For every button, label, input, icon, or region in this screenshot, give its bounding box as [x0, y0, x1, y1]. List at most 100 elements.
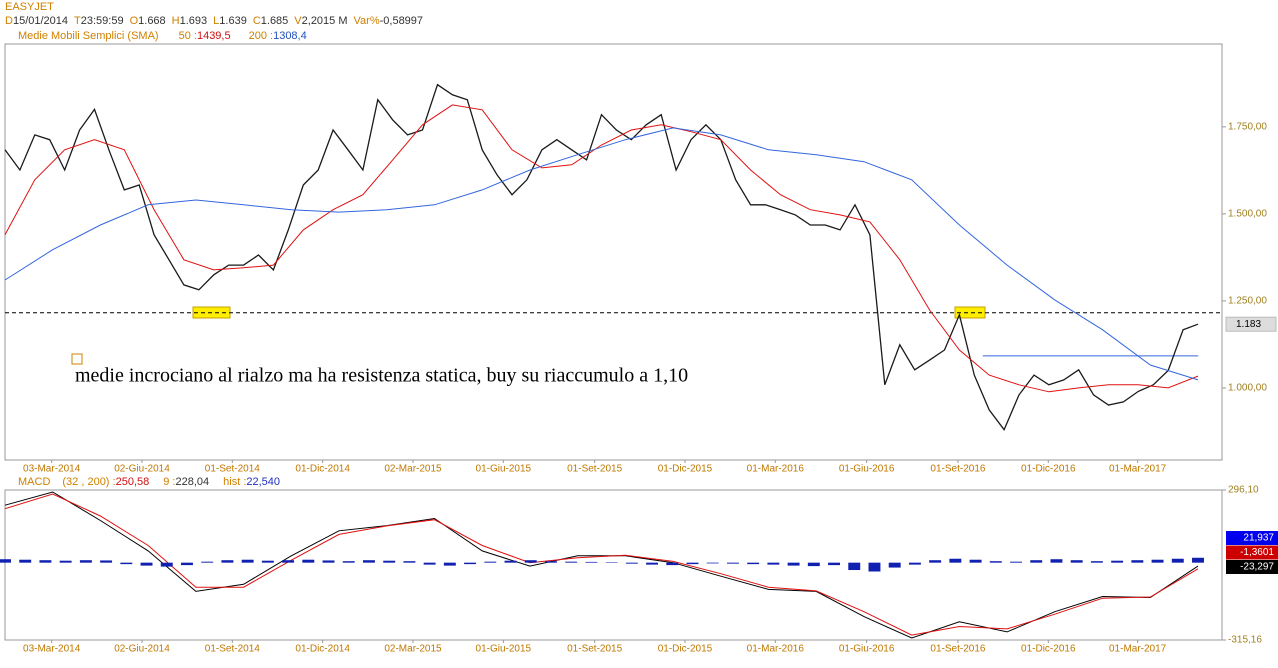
plot-frame	[4, 489, 1223, 641]
series-line	[4, 104, 1199, 393]
quote-value: 1.685	[260, 15, 289, 27]
hist-bar	[726, 562, 739, 564]
hist-bar	[585, 561, 598, 563]
x-tick-label: 03-Mar-2014	[23, 644, 81, 655]
hist-bar	[1050, 559, 1063, 563]
hist-bar	[888, 562, 901, 568]
last-price-box	[1225, 316, 1277, 332]
sma-line: Medie Mobili Semplici (SMA) 50 :1439,5 200…	[18, 30, 325, 42]
hist-bar	[929, 560, 942, 563]
hist-bar	[484, 561, 497, 563]
hist-bar	[747, 562, 760, 565]
macd-value: 250,58	[115, 476, 150, 488]
hist-bar	[160, 562, 173, 567]
hist-bar	[848, 562, 861, 571]
series-line	[4, 83, 1199, 431]
hist-bar	[908, 562, 921, 565]
x-tick-label: 01-Dic-2014	[295, 464, 350, 475]
quote-value: -0,58997	[379, 15, 424, 27]
hist-bar	[282, 560, 295, 563]
hist-bar	[100, 560, 113, 563]
hist-bar	[443, 562, 456, 566]
hist-bar	[140, 562, 153, 566]
quote-key: Var%	[353, 15, 380, 27]
hist-bar	[120, 562, 133, 565]
series-line	[4, 127, 1199, 381]
hist-bar	[322, 560, 335, 563]
hist-bar	[666, 562, 679, 566]
macd-value: 22,540	[246, 476, 281, 488]
quote-key: T	[74, 15, 81, 27]
quote-key: V	[294, 15, 302, 27]
value-box	[1226, 560, 1278, 574]
hist-bar	[464, 562, 477, 565]
hist-bar	[686, 562, 699, 565]
hist-bar	[969, 559, 982, 563]
hist-bar	[403, 561, 416, 563]
hist-bar	[1090, 561, 1103, 563]
hist-bar	[363, 560, 375, 563]
x-tick-label: 01-Dic-2015	[658, 464, 713, 475]
x-tick-label: 01-Set-2014	[205, 644, 260, 655]
sma-key: 200 :	[248, 30, 274, 42]
sma-value: 1439,5	[196, 30, 231, 42]
quote-value: 1.639	[219, 15, 247, 27]
hist-bar	[565, 561, 578, 563]
hist-bar	[261, 560, 274, 563]
hist-bar	[39, 560, 52, 563]
quote-key: H	[171, 15, 180, 27]
x-tick-label: 01-Mar-2016	[747, 644, 805, 655]
quote-line: D15/01/2014 T23:59:59 O1.668 H1.693 L1.639 C1…	[5, 15, 429, 27]
y-tick-label: 1.500,00	[1228, 209, 1267, 220]
y-tick-label: 1.750,00	[1228, 121, 1267, 132]
hist-bar	[0, 559, 11, 563]
x-tick-label: 01-Dic-2016	[1021, 644, 1076, 655]
x-tick-label: 01-Giu-2015	[476, 464, 532, 475]
x-tick-label: 01-Set-2014	[205, 464, 260, 475]
series-line	[4, 493, 1199, 636]
x-tick-label: 01-Giu-2015	[476, 644, 532, 655]
hist-bar	[1010, 561, 1022, 563]
hist-bar	[79, 560, 92, 563]
sma-value: 1308,4	[273, 30, 307, 42]
annotation: medie incrociano al rialzo ma ha resiste…	[75, 365, 688, 387]
x-tick-label: 01-Set-2016	[930, 464, 985, 475]
y-tick-label: 1.250,00	[1228, 296, 1267, 307]
macd-title: MACD	[18, 476, 51, 488]
y-tick-label: 296,10	[1228, 485, 1259, 496]
macd-key: 9 :	[163, 476, 176, 488]
hist-bar	[1030, 560, 1043, 563]
hist-bar	[302, 559, 315, 563]
x-tick-label: 02-Giu-2014	[114, 644, 170, 655]
hist-bar	[524, 560, 537, 563]
hist-bar	[807, 562, 820, 567]
hist-bar	[706, 562, 719, 564]
hist-bar	[221, 560, 234, 563]
hist-bar	[241, 559, 254, 563]
hist-bar	[383, 560, 396, 563]
value-box	[1226, 545, 1278, 560]
x-tick-label: 01-Mar-2017	[1109, 464, 1167, 475]
x-tick-label: 01-Set-2015	[567, 644, 622, 655]
hist-bar	[342, 561, 355, 563]
series-line	[4, 491, 1199, 639]
hist-bar	[767, 562, 780, 565]
symbol: EASYJET	[5, 1, 54, 13]
quote-key: C	[252, 15, 261, 27]
x-tick-label: 02-Giu-2014	[114, 464, 170, 475]
hist-bar	[544, 561, 557, 563]
hist-bar	[949, 558, 962, 563]
x-tick-label: 01-Set-2015	[567, 464, 622, 475]
x-tick-label: 01-Dic-2016	[1021, 464, 1076, 475]
macd-key: hist :	[223, 476, 247, 488]
x-tick-label: 01-Mar-2016	[747, 464, 805, 475]
x-tick-label: 01-Giu-2016	[839, 464, 895, 475]
hist-bar	[59, 560, 72, 563]
hist-bar	[868, 562, 881, 572]
hist-bar	[181, 562, 193, 566]
hist-bar	[828, 562, 840, 566]
y-tick-label: 1.000,00	[1228, 383, 1267, 394]
hist-bar	[1171, 558, 1184, 563]
quote-value: 1.668	[138, 15, 166, 27]
